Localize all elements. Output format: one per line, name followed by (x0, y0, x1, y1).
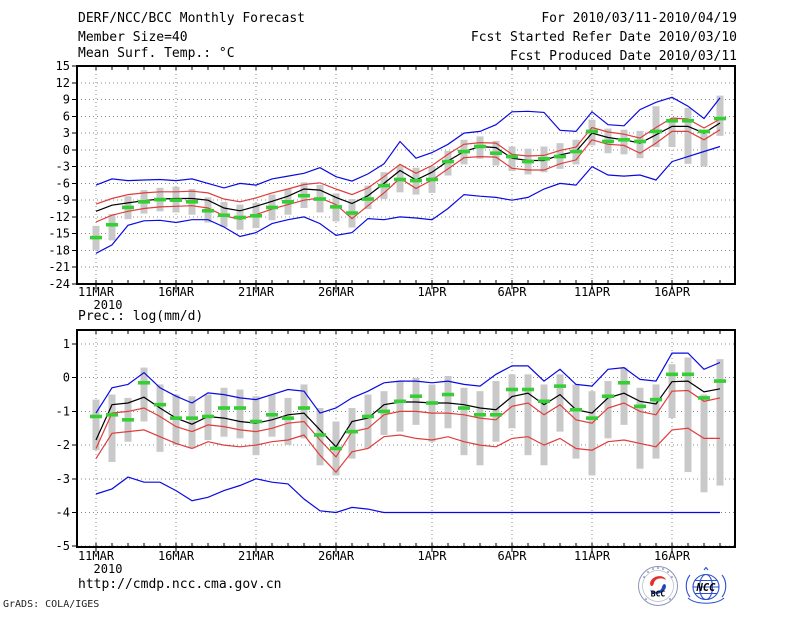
svg-text:16APR: 16APR (654, 285, 691, 299)
header-produced-date: Fcst Produced Date 2010/03/11 (510, 49, 737, 64)
header-right-block: For 2010/03/11-2010/04/19 Fcst Started R… (399, 9, 737, 66)
ensemble-mean-line (95, 122, 721, 212)
svg-text:9: 9 (63, 93, 70, 107)
svg-text:11MAR: 11MAR (78, 549, 115, 563)
header-member-size: Member Size=40 (78, 30, 188, 45)
svg-text:6APR: 6APR (498, 285, 528, 299)
bcc-logo: BCC (638, 566, 678, 606)
svg-text:-15: -15 (48, 227, 70, 241)
svg-text:16MAR: 16MAR (158, 549, 195, 563)
header-refer-date: Fcst Started Refer Date 2010/03/10 (470, 30, 737, 45)
svg-text:21MAR: 21MAR (238, 549, 275, 563)
header-forecast-range: For 2010/03/11-2010/04/19 (541, 11, 737, 26)
ensemble-upper-line (95, 389, 721, 458)
svg-text:-4: -4 (56, 506, 70, 520)
temp-chart-plot: 15 12 9 6 3 0 -3 -6 -9 -12 -15 -18 -21 -24 11MAR 16MAR 2… (48, 60, 736, 312)
axis-frame (72, 65, 736, 289)
ensemble-min-line (95, 476, 720, 514)
svg-text:0: 0 (63, 371, 70, 385)
series-lines (95, 96, 721, 254)
svg-text:0: 0 (63, 143, 70, 157)
svg-text:16MAR: 16MAR (158, 285, 195, 299)
ensemble-max-line (95, 352, 721, 414)
ensemble-max-line (95, 96, 721, 189)
svg-text:2010: 2010 (94, 562, 123, 576)
header-left-block: DERF/NCC/BCC Monthly Forecast Member Siz… (78, 9, 305, 47)
svg-text:6APR: 6APR (498, 549, 528, 563)
bcc-logo-text: BCC (651, 590, 666, 599)
svg-text:-6: -6 (56, 176, 70, 190)
header-title: DERF/NCC/BCC Monthly Forecast (78, 11, 305, 26)
ncc-logo: NCC (685, 567, 727, 604)
svg-text:-3: -3 (56, 472, 70, 486)
svg-text:-24: -24 (48, 277, 70, 291)
svg-text:-2: -2 (56, 438, 70, 452)
axis-frame (72, 329, 736, 552)
svg-text:3: 3 (63, 126, 70, 140)
temp-chart-title: Mean Surf. Temp.: °C (78, 46, 235, 61)
svg-text:2010: 2010 (94, 298, 123, 312)
ensemble-mean-line (95, 380, 721, 448)
svg-text:-21: -21 (48, 260, 70, 274)
svg-text:-18: -18 (48, 243, 70, 257)
svg-text:1: 1 (63, 337, 70, 351)
svg-text:-3: -3 (56, 160, 70, 174)
ensemble-min-line (95, 145, 721, 254)
svg-text:26MAR: 26MAR (318, 285, 355, 299)
svg-text:26MAR: 26MAR (318, 549, 355, 563)
svg-text:1APR: 1APR (418, 549, 448, 563)
prec-chart-title: Prec.: log(mm/d) (78, 309, 204, 324)
axis-labels: 1 0 -1 -2 -3 -4 -5 11MAR 16MAR 21MAR 26MAR 1APR 6APR… (56, 337, 691, 576)
axis-labels: 15 12 9 6 3 0 -3 -6 -9 -12 -15 -18 -21 -24 11MAR 16MAR 2… (48, 60, 691, 312)
grads-credit: GrADS: COLA/IGES (3, 599, 100, 610)
svg-text:11MAR: 11MAR (78, 285, 115, 299)
prec-chart-plot: 1 0 -1 -2 -3 -4 -5 11MAR 16MAR 21MAR 26MAR 1APR 6APR… (56, 329, 736, 576)
svg-text:11APR: 11APR (574, 285, 611, 299)
ensemble-spread-bars (92, 95, 724, 250)
ensemble-spread-bars (92, 357, 724, 493)
ensemble-lower-line (95, 427, 720, 474)
svg-text:1APR: 1APR (418, 285, 448, 299)
ensemble-upper-line (95, 117, 721, 205)
bcc-swirl-icon (650, 576, 666, 594)
svg-text:12: 12 (56, 76, 70, 90)
source-url-text: http://cmdp.ncc.cma.gov.cn (78, 577, 282, 592)
svg-text:15: 15 (56, 60, 70, 73)
ncc-logo-text: NCC (696, 582, 717, 594)
bcc-ring-marks (643, 567, 673, 600)
ensemble-lower-line (95, 129, 721, 223)
svg-text:-9: -9 (56, 193, 70, 207)
svg-text:11APR: 11APR (574, 549, 611, 563)
svg-text:-5: -5 (56, 539, 70, 553)
ncc-globe-icon (685, 567, 727, 604)
observation-dashes (90, 372, 726, 451)
series-lines (95, 352, 721, 514)
svg-text:16APR: 16APR (654, 549, 691, 563)
svg-text:21MAR: 21MAR (238, 285, 275, 299)
svg-text:6: 6 (63, 109, 70, 123)
observation-dashes (90, 116, 726, 240)
svg-text:-12: -12 (48, 210, 70, 224)
svg-text:-1: -1 (56, 404, 70, 418)
